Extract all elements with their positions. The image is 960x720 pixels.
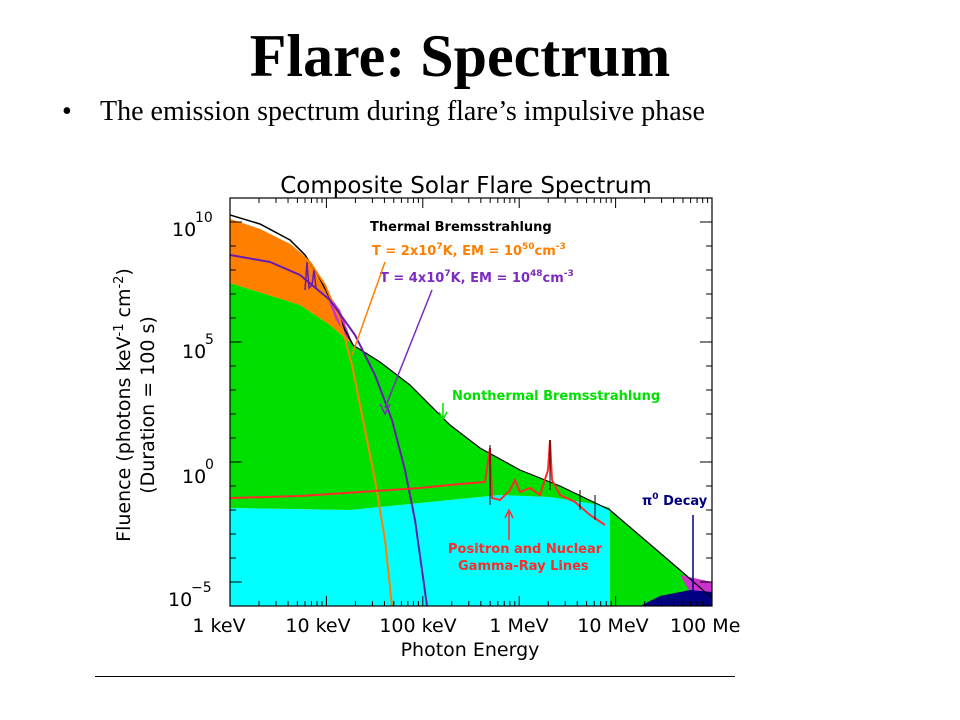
positron-label-2: Gamma-Ray Lines [458,559,589,574]
gamma-ray-line-curve [230,439,606,526]
x-tick-10kev: 10 keV [285,615,350,637]
annotations: Thermal Bremsstrahlung T = 2x107K, EM = … [370,220,708,574]
pi-decay-label: π0 Decay [642,492,708,509]
green-boundary-line [352,344,712,599]
y-axis-label-line1: Fluence (photons keV-1 cm-2) [112,268,135,542]
positron-label-1: Positron and Nuclear [448,542,603,557]
y-tick-1e-5-base: 10 [168,589,192,611]
plot-regions [230,214,712,606]
arrow-thermal-2-head [379,403,391,416]
y-tick-1e10-exp: 10 [195,210,213,226]
y-tick-labels: 10 10 10 5 10 0 10 −5 [168,210,214,611]
y-axis-label-line2: (Duration = 100 s) [137,316,159,494]
thermal-curve-2 [230,254,428,606]
annotation-arrows [351,261,514,540]
y-axis-label: Fluence (photons keV-1 cm-2) (Duration =… [112,268,159,542]
footer-rule [95,676,735,677]
iron-line-spike [304,261,317,291]
y-axis-ticks [230,197,712,607]
y-tick-1e0-base: 10 [182,466,206,488]
navy-region [640,590,712,606]
thermal-curve-1 [230,219,393,606]
x-tick-1mev: 1 MeV [489,615,548,637]
arrow-thermal-1 [351,261,386,356]
y-tick-1e0-exp: 0 [205,457,214,473]
thermal-t2-label: T = 4x107K, EM = 1048cm-3 [380,269,574,286]
bullet-label: The emission spectrum during flare’s imp… [100,96,705,127]
thermal-t1-label: T = 2x107K, EM = 1050cm-3 [372,242,566,259]
x-tick-1kev: 1 keV [192,615,245,637]
x-tick-10mev: 10 MeV [577,615,648,637]
plot-frame [229,197,713,607]
x-tick-labels: 1 keV 10 keV 100 keV 1 MeV 10 MeV 100 Me [192,615,740,637]
arrow-positron-head [504,508,514,519]
x-tick-100mev: 100 Me [670,615,740,637]
x-axis-label: Photon Energy [401,639,540,661]
arrow-nonthermal-head [438,411,448,421]
x-tick-100kev: 100 keV [379,615,456,637]
x-axis-ticks [229,198,713,606]
nonthermal-label: Nonthermal Bremsstrahlung [452,389,660,404]
thermal-label: Thermal Bremsstrahlung [370,220,552,235]
y-tick-1e10-base: 10 [172,219,196,241]
arrow-thermal-2 [384,289,433,409]
bullet-text: • The emission spectrum during flare’s im… [62,96,705,128]
y-tick-1e5-base: 10 [182,341,206,363]
chart-title: Composite Solar Flare Spectrum [280,173,652,199]
slide-title: Flare: Spectrum [249,23,671,89]
bullet-dot: • [62,96,72,127]
y-tick-1e5-exp: 5 [205,332,214,348]
orange-region [230,220,353,345]
y-tick-1e-5-exp: −5 [191,580,212,596]
green-region [230,283,712,606]
